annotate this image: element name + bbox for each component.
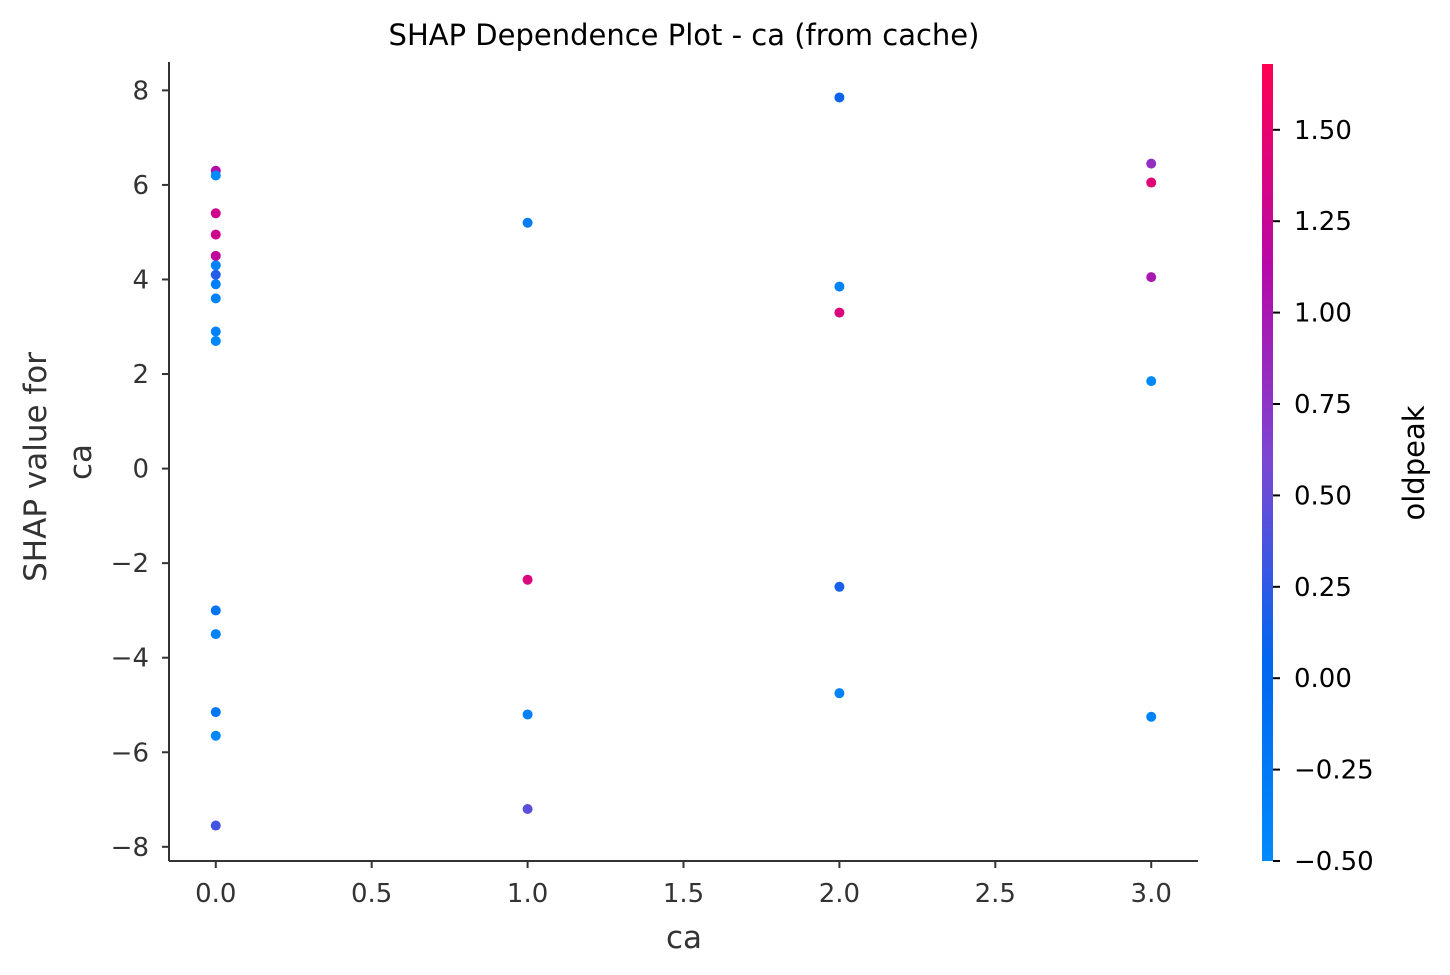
scatter-point [210,293,221,304]
scatter-point [210,269,221,280]
x-tick-label: 3.0 [1131,879,1172,909]
scatter-points [210,92,1157,831]
scatter-point [210,170,221,181]
scatter-point [522,803,533,814]
scatter-point [210,326,221,337]
scatter-point [522,709,533,720]
colorbar-tick-label: 1.25 [1294,207,1352,237]
scatter-point [210,208,221,219]
scatter-point [834,307,845,318]
scatter-point [834,688,845,699]
colorbar-tick-label: −0.50 [1294,847,1374,877]
x-tick-label: 2.0 [819,879,860,909]
colorbar-ticks: 1.50 1.25 1.00 0.75 0.50 0.25 0.00 −0.25 −0.50 [1273,116,1374,877]
chart-title: SHAP Dependence Plot - ca (from cache) [389,18,980,52]
colorbar-tick-label: 0.75 [1294,390,1352,420]
scatter-point [210,250,221,261]
y-tick-label: 6 [132,171,149,201]
y-tick-label: −4 [111,644,149,674]
y-tick-label: 4 [132,265,149,295]
scatter-point [834,92,845,103]
colorbar-tick-label: 0.25 [1294,573,1352,603]
scatter-point [522,217,533,228]
y-tick-label: −8 [111,833,149,863]
colorbar-label: oldpeak [1397,405,1431,520]
scatter-point [210,279,221,290]
scatter-point [210,335,221,346]
colorbar-tick-label: −0.25 [1294,756,1374,786]
scatter-point [1146,711,1157,722]
scatter-point [210,820,221,831]
y-tick-label: 2 [132,360,149,390]
x-axis-label: ca [666,920,702,956]
scatter-point [210,730,221,741]
colorbar-tick-label: 0.00 [1294,664,1352,694]
colorbar [1262,64,1273,861]
x-tick-label: 0.5 [351,879,392,909]
y-tick-label: 8 [132,76,149,106]
scatter-point [210,260,221,271]
scatter-point [834,581,845,592]
x-tick-label: 1.0 [507,879,548,909]
scatter-point [1146,177,1157,188]
y-tick-label: −6 [111,738,149,768]
y-axis-label: SHAP value for ca [18,342,99,582]
scatter-point [210,605,221,616]
y-axis-ticks: 8 6 4 2 0 −2 −4 −6 −8 [111,76,169,863]
x-axis-ticks: 0.0 0.5 1.0 1.5 2.0 2.5 3.0 [195,861,1172,909]
scatter-point [1146,376,1157,387]
x-tick-label: 2.5 [975,879,1016,909]
x-tick-label: 1.5 [663,879,704,909]
y-axis-label-line-2: ca [63,444,99,480]
colorbar-tick-label: 1.00 [1294,299,1352,329]
scatter-point [210,629,221,640]
scatter-point [210,707,221,718]
scatter-point [210,229,221,240]
colorbar-tick-label: 0.50 [1294,481,1352,511]
scatter-point [1146,272,1157,283]
y-tick-label: 0 [132,455,149,485]
y-axis-label-line-1: SHAP value for [18,352,54,582]
x-tick-label: 0.0 [195,879,236,909]
scatter-point [1146,158,1157,169]
scatter-point [834,281,845,292]
scatter-point [522,574,533,585]
y-tick-label: −2 [111,549,149,579]
colorbar-tick-label: 1.50 [1294,116,1352,146]
